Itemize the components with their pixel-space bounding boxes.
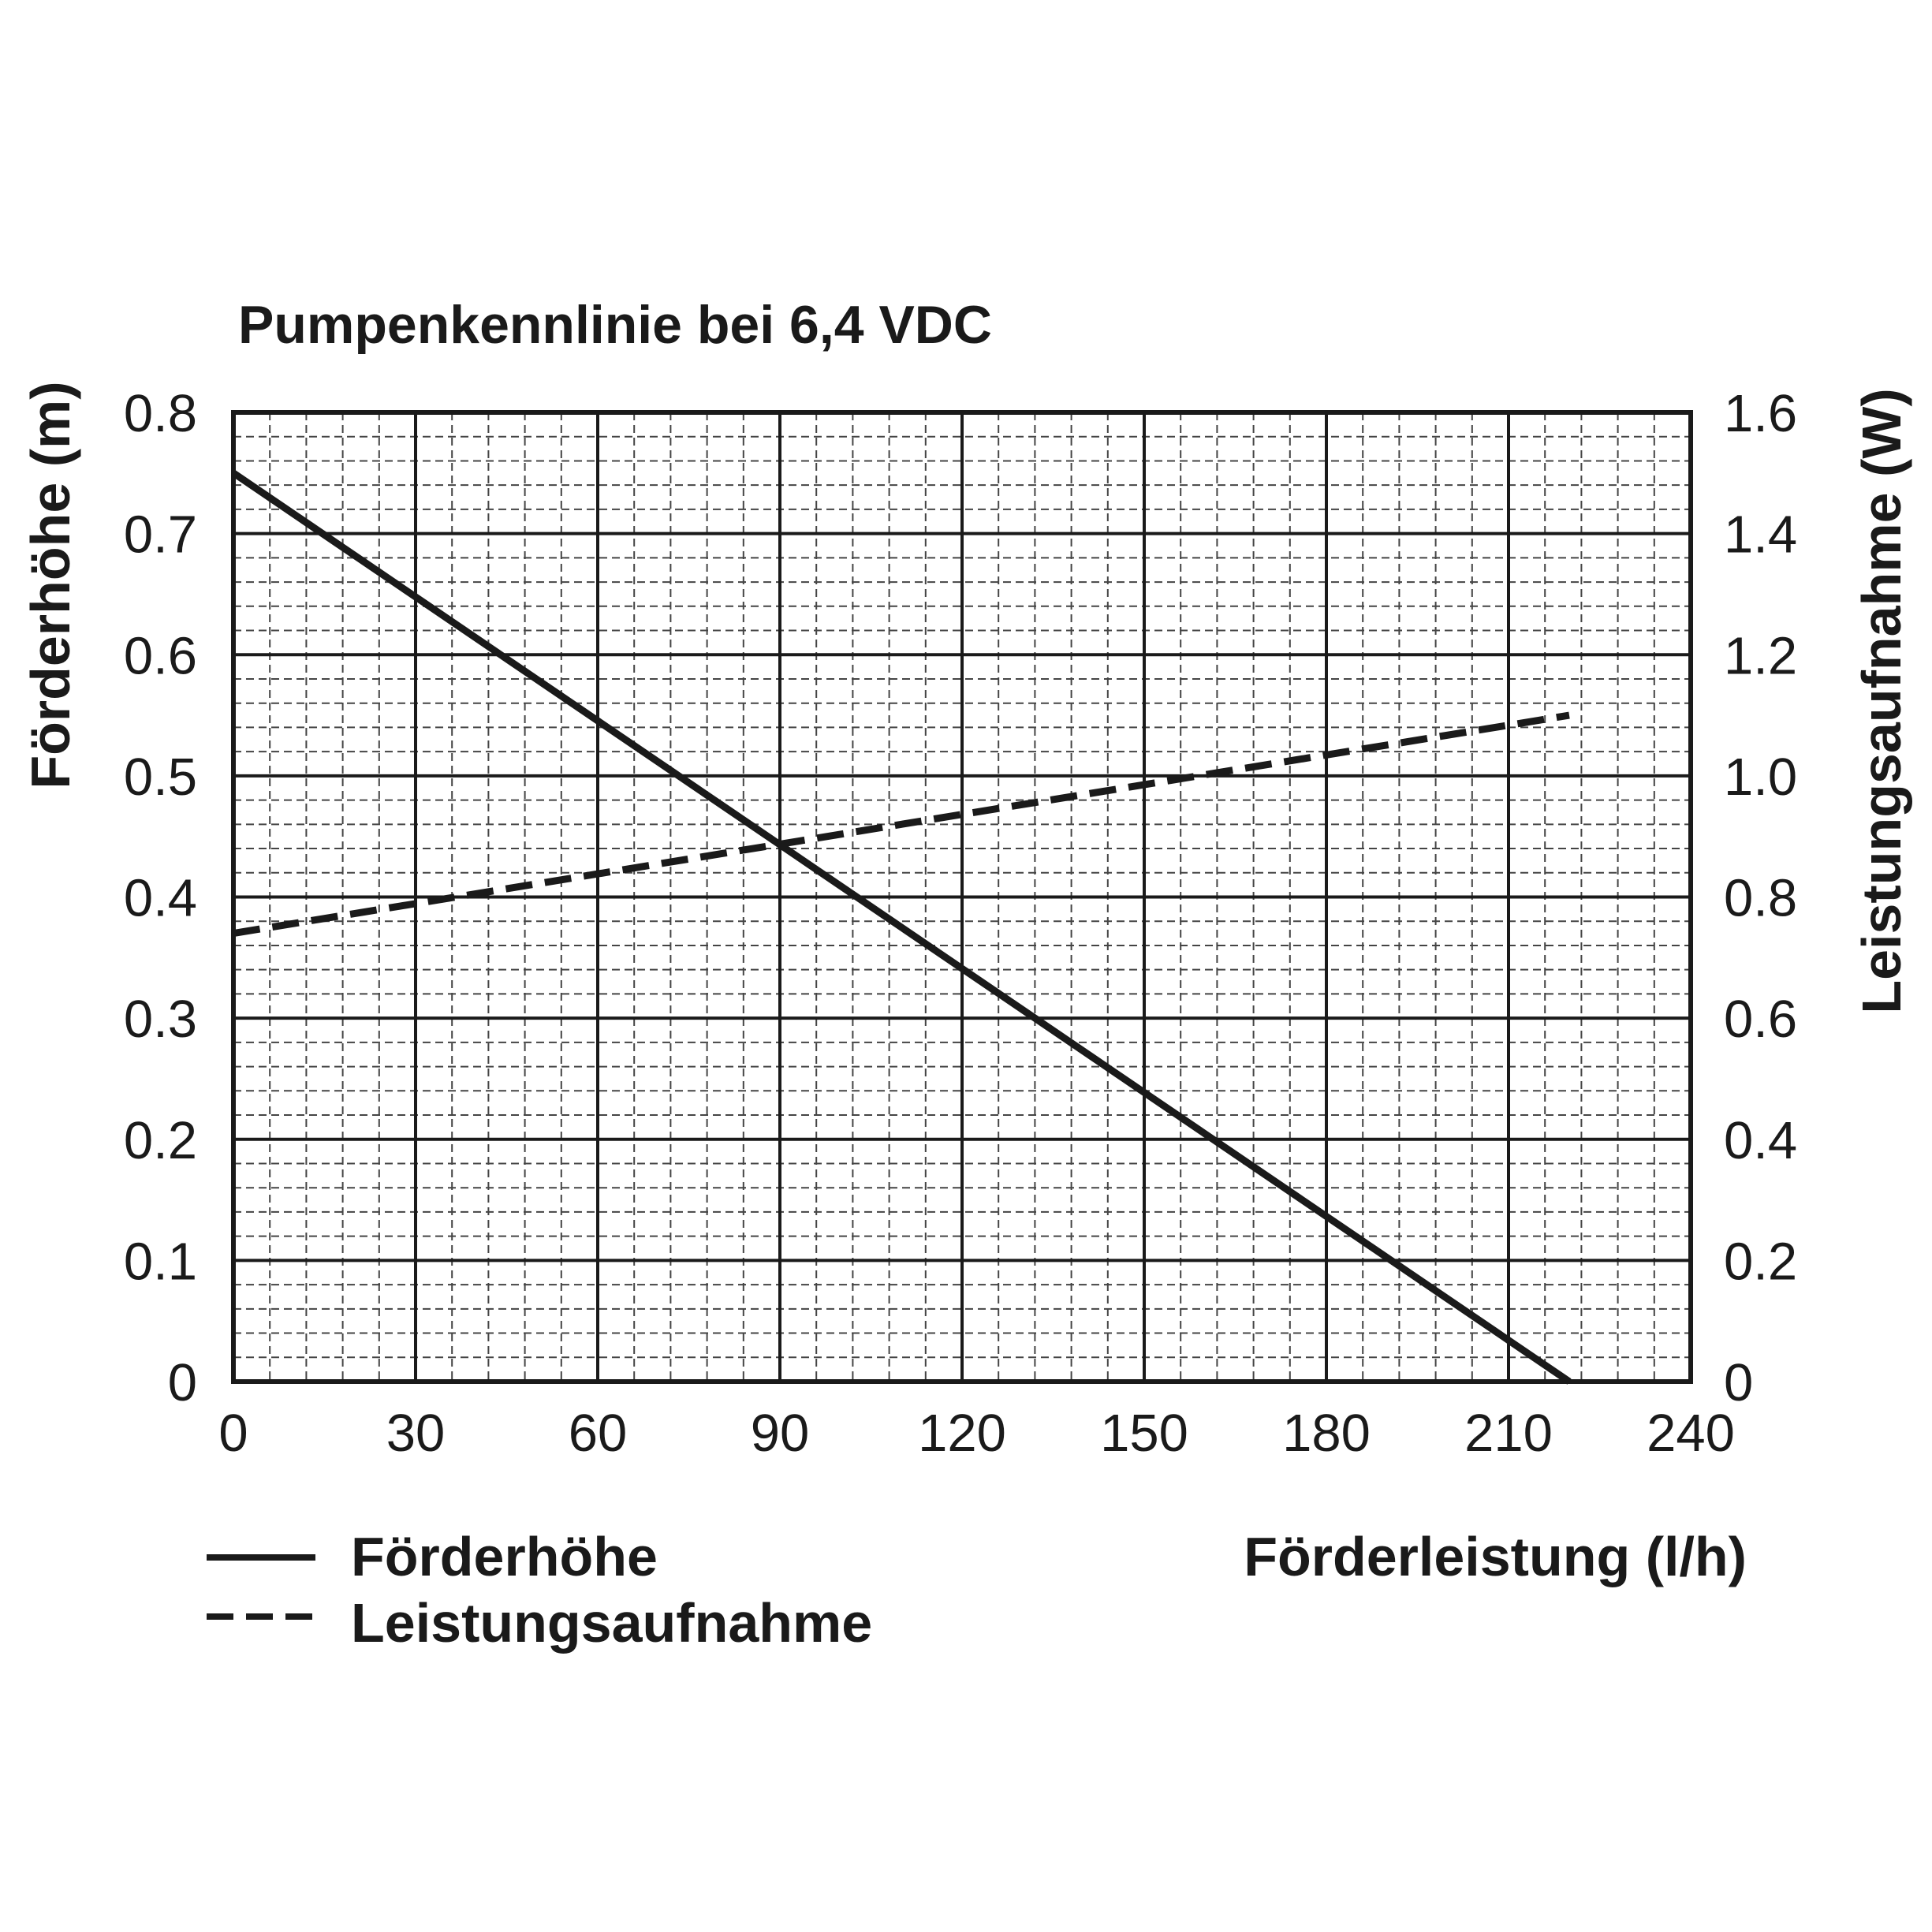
y-left-tick-label: 0.2 bbox=[124, 1111, 197, 1170]
x-axis-label: Förderleistung (l/h) bbox=[1244, 1526, 1747, 1587]
legend-label-foerderhoehe: Förderhöhe bbox=[351, 1526, 658, 1587]
grid-minor bbox=[233, 412, 1691, 1382]
y-left-tick-labels: 0 0.1 0.2 0.3 0.4 0.5 0.6 0.7 0.8 bbox=[124, 384, 197, 1412]
y-right-tick-label: 1.0 bbox=[1724, 748, 1797, 807]
y-left-tick-label: 0.8 bbox=[124, 384, 197, 443]
x-tick-label: 210 bbox=[1464, 1404, 1553, 1463]
y-left-tick-label: 0.4 bbox=[124, 869, 197, 928]
y-right-axis-label: Leistungsaufnahme (W) bbox=[1851, 388, 1912, 1013]
x-tick-label: 180 bbox=[1282, 1404, 1371, 1463]
x-tick-label: 150 bbox=[1100, 1404, 1188, 1463]
y-right-tick-labels: 0 0.2 0.4 0.6 0.8 1.0 1.2 1.4 1.6 bbox=[1724, 384, 1797, 1412]
y-left-tick-label: 0.5 bbox=[124, 748, 197, 807]
grid-major bbox=[233, 412, 1691, 1382]
y-right-tick-label: 1.6 bbox=[1724, 384, 1797, 443]
y-right-tick-label: 0.8 bbox=[1724, 869, 1797, 928]
y-left-tick-label: 0.7 bbox=[124, 505, 197, 565]
y-right-tick-label: 0.4 bbox=[1724, 1111, 1797, 1170]
x-tick-label: 120 bbox=[918, 1404, 1006, 1463]
series-lines bbox=[231, 470, 1572, 1385]
y-right-tick-label: 0.6 bbox=[1724, 990, 1797, 1049]
y-left-tick-label: 0 bbox=[168, 1353, 197, 1412]
y-left-tick-label: 0.1 bbox=[124, 1232, 197, 1291]
series-line-foerderhoehe bbox=[231, 470, 1572, 1385]
x-tick-label: 0 bbox=[218, 1404, 248, 1463]
legend-label-leistungsaufnahme: Leistungsaufnahme bbox=[351, 1592, 872, 1654]
series-line-leistungsaufnahme bbox=[233, 711, 1570, 938]
y-right-tick-label: 0.2 bbox=[1724, 1232, 1797, 1291]
y-left-axis-label: Förderhöhe (m) bbox=[20, 381, 81, 789]
x-tick-label: 30 bbox=[386, 1404, 446, 1463]
y-right-tick-label: 1.4 bbox=[1724, 505, 1797, 565]
chart-title: Pumpenkennlinie bei 6,4 VDC bbox=[238, 295, 992, 355]
y-left-tick-label: 0.3 bbox=[124, 990, 197, 1049]
x-tick-label: 90 bbox=[751, 1404, 810, 1463]
plot-frame bbox=[231, 410, 1693, 1384]
x-tick-label: 60 bbox=[569, 1404, 628, 1463]
y-right-tick-label: 1.2 bbox=[1724, 626, 1797, 685]
y-right-tick-label: 0 bbox=[1724, 1353, 1753, 1412]
x-tick-label: 240 bbox=[1647, 1404, 1735, 1463]
y-left-tick-label: 0.6 bbox=[124, 626, 197, 685]
x-tick-labels: 0 30 60 90 120 150 180 210 240 bbox=[218, 1404, 1735, 1463]
legend: Förderhöhe Leistungsaufnahme bbox=[207, 1526, 872, 1654]
